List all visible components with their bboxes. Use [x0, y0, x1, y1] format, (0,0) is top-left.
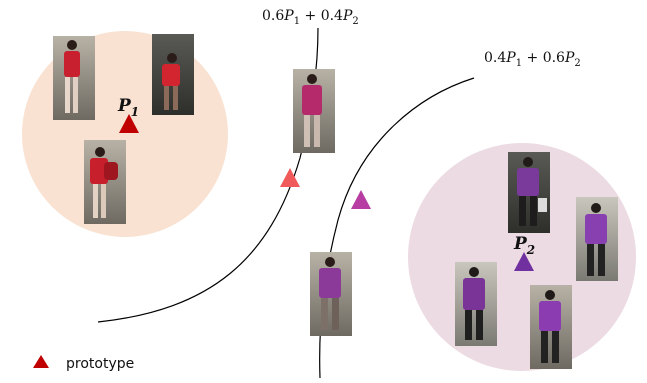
person-image-red-3 — [84, 140, 126, 224]
prototype-1-marker — [119, 114, 139, 133]
prototype-2-marker — [514, 252, 534, 271]
person-image-red-1 — [53, 36, 95, 120]
person-image-purple-4 — [530, 285, 572, 369]
legend: prototype — [33, 355, 134, 372]
person-image-red-2 — [152, 34, 194, 115]
prototype-1-label: P1 — [117, 96, 139, 119]
prototype-2-label: P2 — [513, 234, 535, 257]
mix-label-right: 0.4P1 + 0.6P2 — [484, 50, 581, 69]
mix-label-top: 0.6P1 + 0.4P2 — [262, 8, 359, 27]
person-image-purple-3 — [455, 262, 497, 346]
mixed-person-image-2 — [310, 252, 352, 336]
person-image-purple-1 — [508, 152, 550, 233]
legend-label: prototype — [66, 356, 134, 372]
legend-prototype-marker — [33, 355, 49, 368]
person-image-purple-2 — [576, 197, 618, 281]
mixed-person-image-1 — [293, 69, 335, 153]
mix-marker-06-04 — [280, 168, 300, 187]
mix-marker-04-06 — [351, 190, 371, 209]
